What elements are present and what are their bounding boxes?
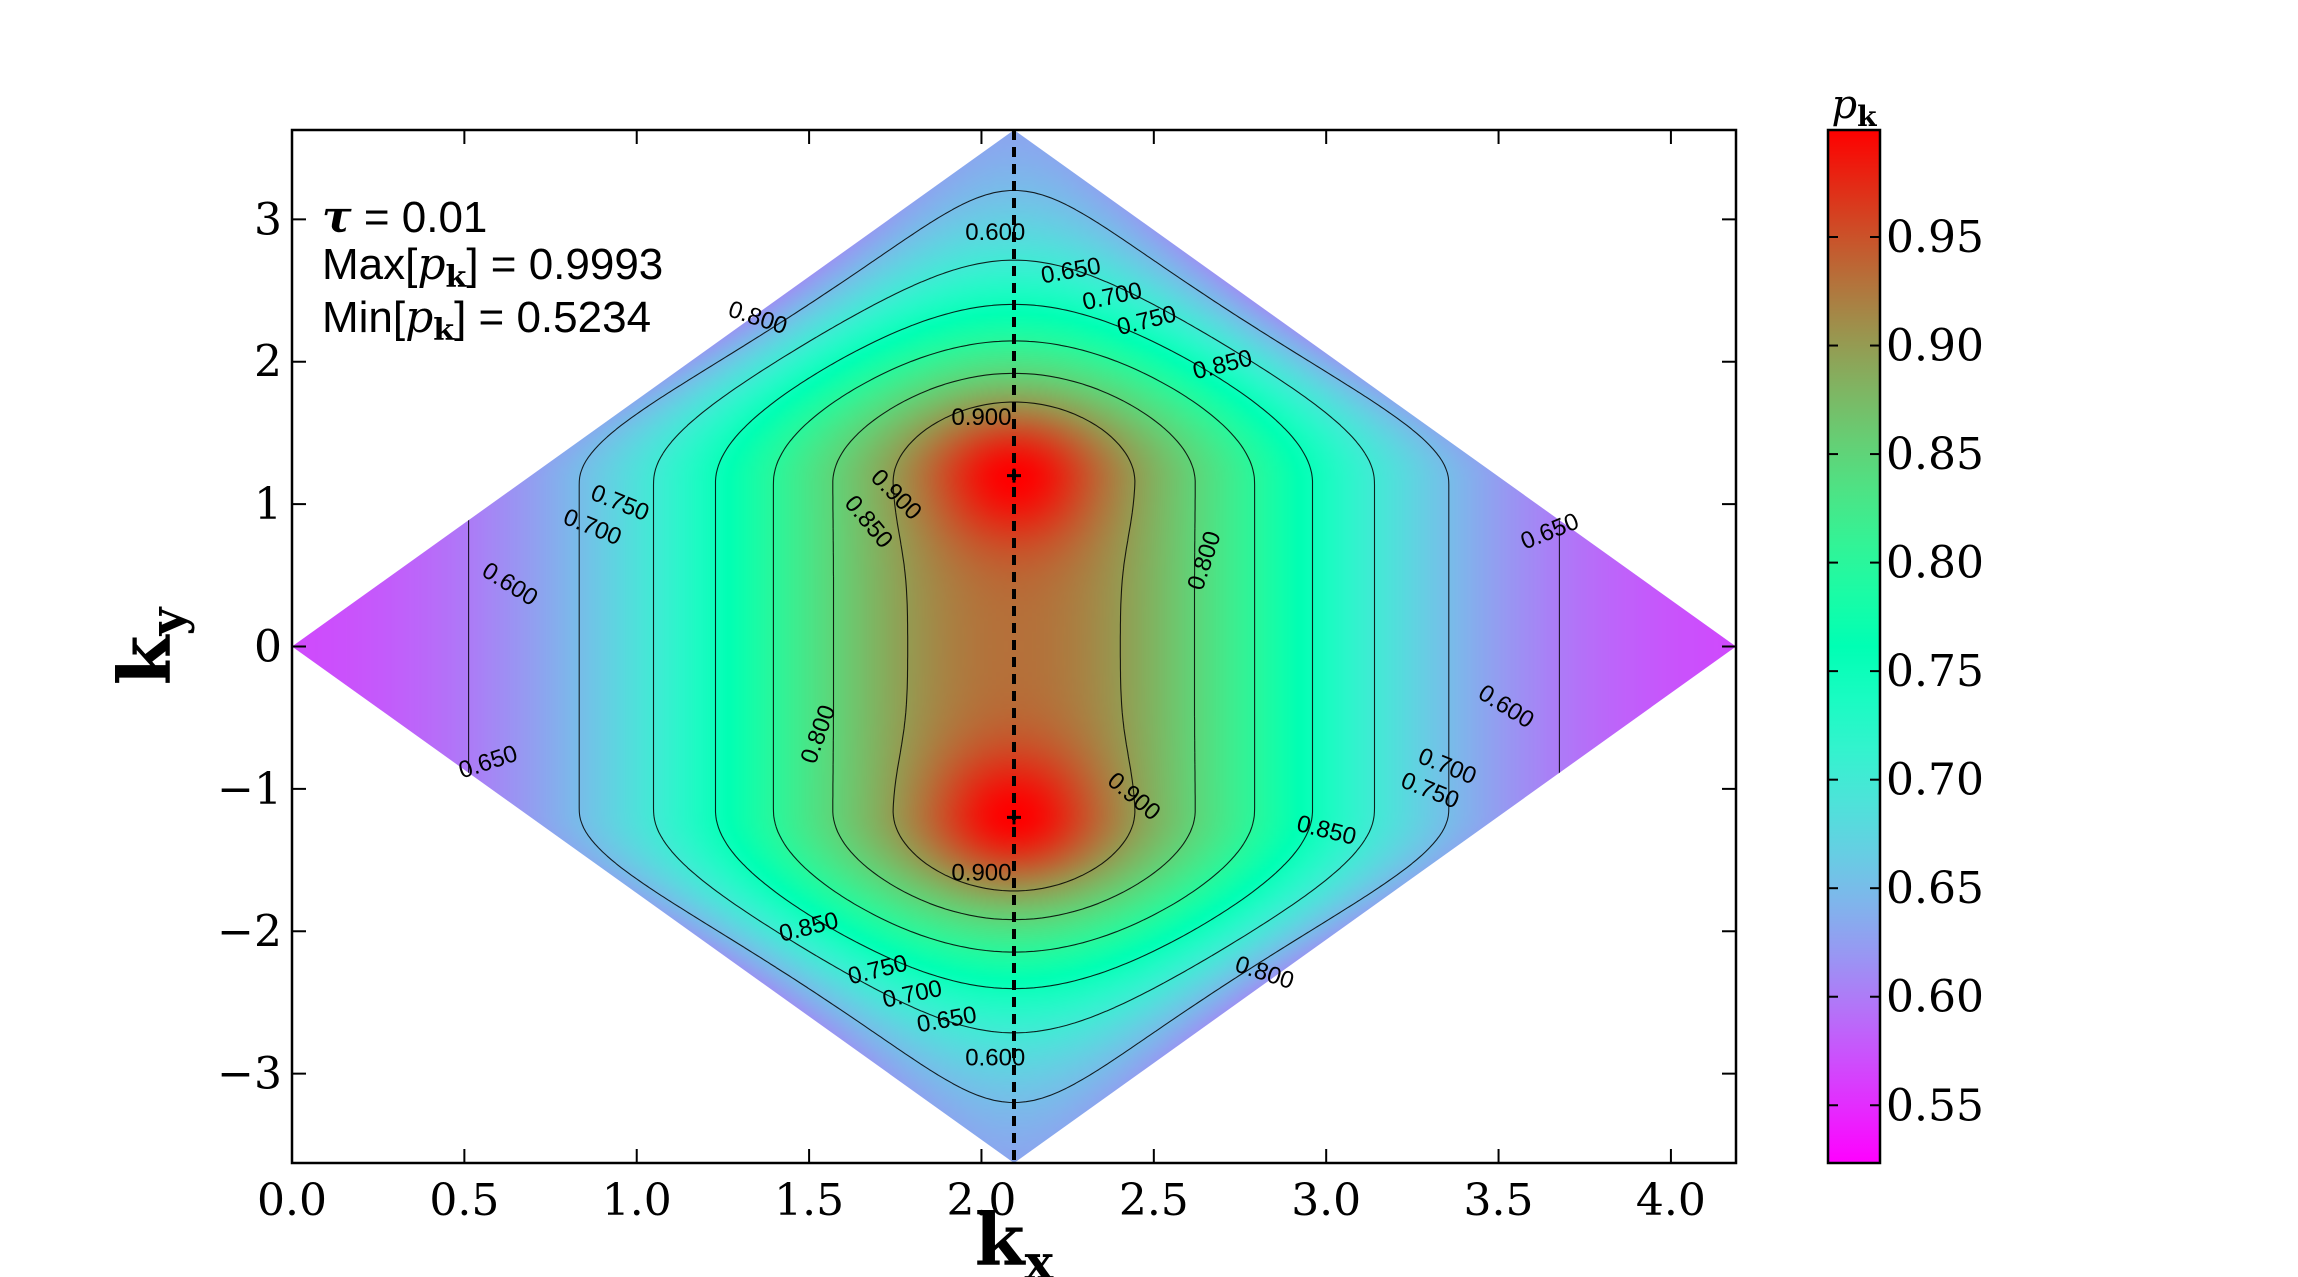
contour-label-0: 0.600 [965, 219, 1025, 246]
colorbar-tick-label-8: 0.95 [1886, 212, 1984, 263]
contour-line-3 [714, 303, 1314, 990]
x-tick-label-7: 3.5 [1464, 1175, 1534, 1226]
max-annotation: Max[pk] = 0.9993 [322, 239, 663, 295]
x-tick-label-3: 1.5 [774, 1175, 844, 1226]
x-tick-label-4: 2.0 [946, 1175, 1016, 1226]
x-tick-label-1: 0.5 [429, 1175, 499, 1226]
contour-label-27: 0.600 [965, 1045, 1025, 1072]
colorbar-label: pk [1831, 82, 1877, 133]
colorbar-tick-label-2: 0.65 [1886, 863, 1984, 914]
x-tick-label-5: 2.5 [1119, 1175, 1189, 1226]
x-tick-label-0: 0.0 [257, 1175, 327, 1226]
contour-label-21: 0.900 [951, 860, 1011, 887]
colorbar-tick-label-0: 0.55 [1886, 1080, 1984, 1131]
tau-annotation: τ = 0.01 [322, 192, 487, 243]
y-tick-label-4: −1 [217, 764, 282, 815]
x-tick-label-2: 1.0 [602, 1175, 672, 1226]
y-tick-label-6: −3 [217, 1049, 282, 1100]
y-axis-label: ky [102, 606, 196, 686]
y-tick-label-1: 2 [254, 337, 282, 388]
maximum-marker-1 [1007, 810, 1021, 825]
contour-line-2 [652, 259, 1376, 1034]
contour-label-6: 0.900 [951, 404, 1011, 431]
contour-line-6 [892, 401, 1136, 892]
x-tick-label-6: 3.0 [1291, 1175, 1361, 1226]
colorbar-tick-label-1: 0.60 [1886, 972, 1984, 1023]
contour-line-4 [772, 340, 1256, 953]
x-tick-label-8: 4.0 [1636, 1175, 1706, 1226]
maxima-markers [1007, 468, 1021, 825]
colorbar: 0.55 0.60 0.65 0.70 0.75 0.80 0.85 0.90 0.95 pk [1826, 82, 1984, 1165]
y-tick-label-2: 1 [254, 479, 282, 530]
contour-line-1 [578, 189, 1450, 1104]
colorbar-tick-label-7: 0.90 [1886, 321, 1984, 372]
min-annotation: Min[pk] = 0.5234 [322, 292, 651, 348]
colorbar-tick-label-3: 0.70 [1886, 755, 1984, 806]
y-tick-label-3: 0 [254, 622, 282, 673]
y-tick-label-5: −2 [217, 906, 282, 957]
annotation-block: τ = 0.01 Max[pk] = 0.9993 Min[pk] = 0.52… [322, 192, 663, 348]
contour-line-5 [832, 372, 1196, 921]
colorbar-ticks: 0.55 0.60 0.65 0.70 0.75 0.80 0.85 0.90 0.95 [1828, 212, 1984, 1131]
x-axis-label: kx [975, 1197, 1054, 1277]
maximum-marker-0 [1007, 468, 1021, 483]
colorbar-gradient [1826, 128, 1882, 1165]
colorbar-tick-label-4: 0.75 [1886, 646, 1984, 697]
colorbar-tick-label-6: 0.85 [1886, 429, 1984, 480]
x-axis: 0.0 0.5 1.0 1.5 2.0 2.5 3.0 3.5 4.0 [257, 130, 1706, 1226]
colorbar-tick-label-5: 0.80 [1886, 538, 1984, 589]
y-axis: 3 2 1 0 −1 −2 −3 [217, 194, 1736, 1100]
y-tick-label-0: 3 [254, 194, 282, 245]
